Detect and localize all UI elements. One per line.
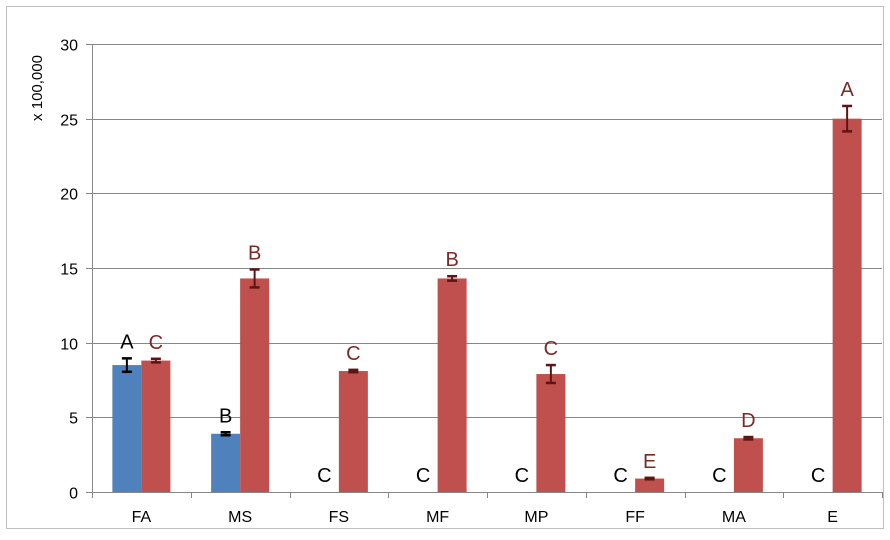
significance-letter: C (149, 332, 163, 354)
y-axis-label: x 100,000 (29, 55, 46, 121)
significance-letter: C (346, 343, 360, 365)
bar (240, 278, 270, 492)
significance-letter: C (515, 465, 529, 487)
significance-letter: B (445, 249, 458, 271)
significance-letter: A (840, 79, 854, 101)
gridlines (92, 44, 882, 418)
bar (141, 360, 171, 492)
x-tick-label: FA (132, 509, 152, 526)
bar (338, 371, 368, 492)
significance-letter: C (712, 465, 726, 487)
significance-letter: B (248, 242, 261, 264)
x-tick-label: MF (426, 509, 449, 526)
y-tick-label: 30 (60, 38, 78, 55)
significance-letter: B (219, 405, 232, 427)
axes: 0 5 10 15 20 25 30 FA MS FS MF MP FF MA E (60, 38, 883, 526)
x-tick-label: E (827, 509, 838, 526)
bar (437, 278, 467, 492)
significance-letter: C (416, 465, 430, 487)
y-tick-label: 0 (69, 486, 78, 503)
y-tick-label: 10 (60, 337, 78, 354)
significance-letter: C (613, 465, 627, 487)
y-tick-label: 15 (60, 262, 78, 279)
x-tick-label: MS (228, 509, 252, 526)
x-tick-label: MP (524, 509, 548, 526)
significance-letter: E (643, 451, 656, 473)
bar (536, 374, 566, 492)
bar (112, 365, 142, 492)
bar (733, 438, 763, 492)
significance-letter: C (811, 465, 825, 487)
x-tick-label: MA (722, 509, 746, 526)
error-bars (121, 104, 853, 481)
chart-border (6, 6, 884, 529)
y-tick-label: 5 (69, 411, 78, 428)
significance-letter: C (544, 338, 558, 360)
significance-letter: A (120, 331, 134, 353)
bar (211, 433, 241, 492)
significance-letter: C (317, 465, 331, 487)
y-tick-label: 25 (60, 113, 78, 130)
bars (112, 118, 862, 493)
x-tick-label: FS (329, 509, 349, 526)
x-tick-label: FF (625, 509, 645, 526)
y-tick-label: 20 (60, 187, 78, 204)
significance-letter: D (741, 410, 755, 432)
bar (635, 478, 665, 492)
bar (832, 118, 862, 493)
